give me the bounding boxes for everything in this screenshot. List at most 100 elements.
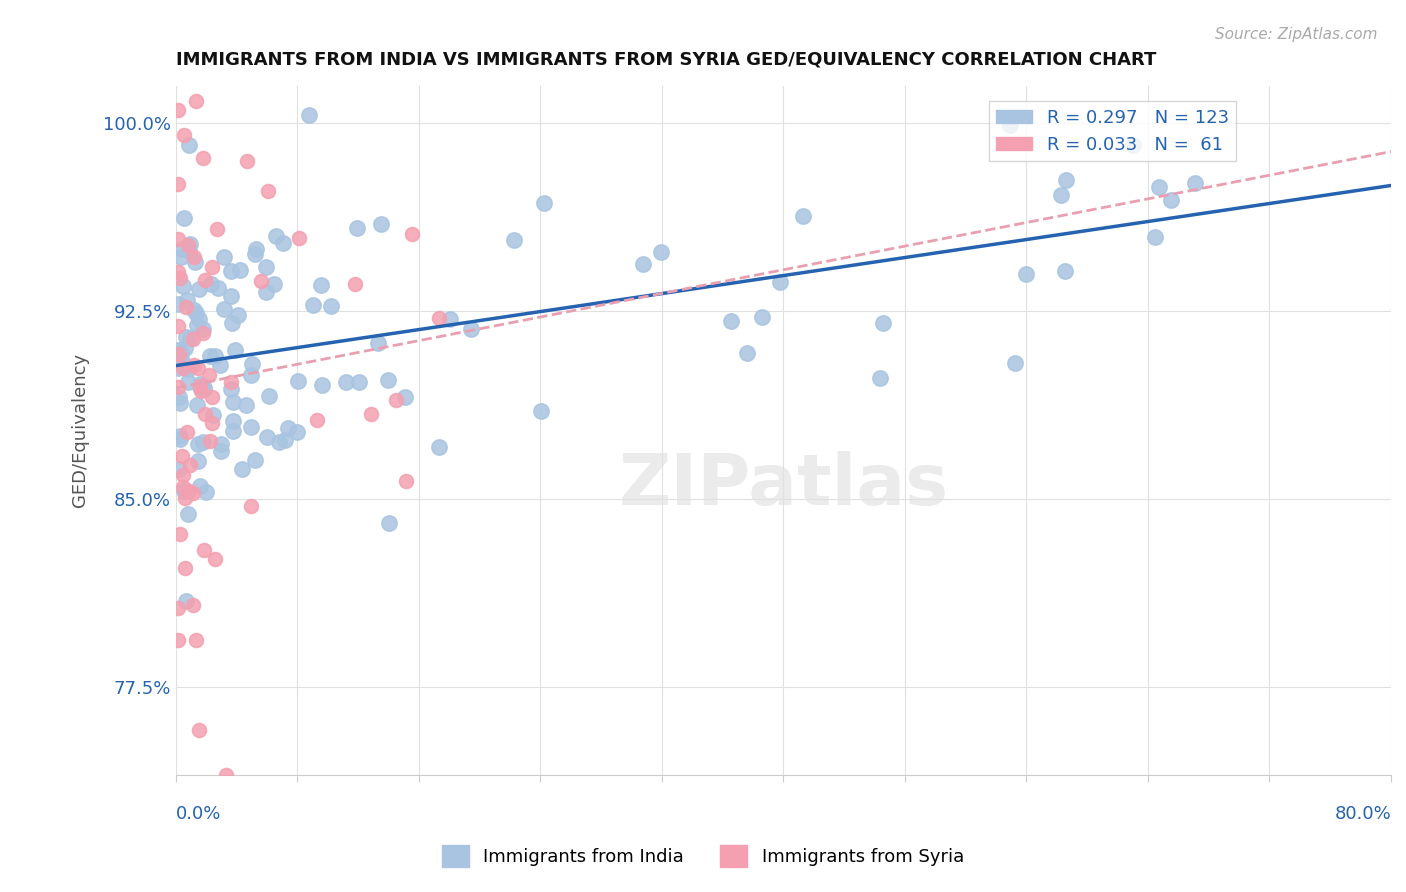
Point <box>187 437 209 451</box>
Point <box>1147 180 1170 194</box>
Point <box>1049 187 1071 202</box>
Point <box>277 421 299 435</box>
Point <box>167 462 190 476</box>
Point <box>179 330 201 344</box>
Point <box>533 196 555 211</box>
Text: 80.0%: 80.0% <box>1334 805 1391 823</box>
Point <box>186 318 208 332</box>
Point <box>245 247 267 261</box>
Point <box>367 335 389 350</box>
Point <box>174 330 197 344</box>
Point <box>343 277 366 291</box>
Point <box>201 409 224 423</box>
Point <box>221 382 243 396</box>
Point <box>176 293 198 307</box>
Point <box>235 398 257 412</box>
Point <box>200 434 222 449</box>
Point <box>191 151 214 165</box>
Point <box>172 480 194 494</box>
Point <box>222 413 245 427</box>
Point <box>167 390 190 404</box>
Text: ZIPatlas: ZIPatlas <box>619 450 949 520</box>
Point <box>191 326 214 341</box>
Point <box>166 343 188 357</box>
Point <box>174 300 197 314</box>
Point <box>240 357 263 371</box>
Point <box>212 302 235 317</box>
Point <box>360 407 382 421</box>
Point <box>1122 138 1144 153</box>
Point <box>181 332 204 346</box>
Point <box>1160 193 1182 207</box>
Point <box>204 552 226 566</box>
Point <box>221 375 243 389</box>
Point <box>998 118 1021 132</box>
Point <box>174 561 197 575</box>
Point <box>309 278 332 293</box>
Point <box>183 358 205 372</box>
Point <box>751 310 773 324</box>
Point <box>301 298 323 312</box>
Point <box>201 417 224 431</box>
Point <box>267 434 290 449</box>
Point <box>221 316 243 330</box>
Point <box>245 452 267 467</box>
Point <box>231 462 253 476</box>
Point <box>181 486 204 500</box>
Point <box>229 263 252 277</box>
Point <box>769 275 792 289</box>
Point <box>215 768 238 782</box>
Point <box>172 467 194 482</box>
Point <box>179 137 201 152</box>
Point <box>169 429 191 443</box>
Point <box>172 278 194 293</box>
Point <box>200 349 222 363</box>
Point <box>174 360 197 375</box>
Point <box>460 322 482 336</box>
Point <box>1184 176 1206 190</box>
Point <box>720 314 742 328</box>
Point <box>297 108 319 122</box>
Point <box>169 271 191 285</box>
Point <box>166 380 188 394</box>
Point <box>193 273 215 287</box>
Point <box>166 632 188 647</box>
Point <box>212 250 235 264</box>
Point <box>263 277 285 291</box>
Point <box>169 527 191 541</box>
Point <box>188 379 211 393</box>
Point <box>401 227 423 241</box>
Point <box>187 312 209 326</box>
Point <box>187 360 209 375</box>
Point <box>631 256 654 270</box>
Point <box>183 66 205 80</box>
Point <box>177 238 200 252</box>
Point <box>869 370 891 384</box>
Point <box>166 178 188 192</box>
Point <box>427 441 450 455</box>
Point <box>1054 173 1077 187</box>
Point <box>169 432 191 446</box>
Point <box>792 209 814 223</box>
Point <box>179 244 201 259</box>
Point <box>190 479 212 493</box>
Point <box>190 384 212 398</box>
Point <box>239 500 262 514</box>
Point <box>271 236 294 251</box>
Point <box>1144 230 1167 244</box>
Point <box>346 221 368 235</box>
Point <box>395 474 418 488</box>
Point <box>207 281 229 295</box>
Text: IMMIGRANTS FROM INDIA VS IMMIGRANTS FROM SYRIA GED/EQUIVALENCY CORRELATION CHART: IMMIGRANTS FROM INDIA VS IMMIGRANTS FROM… <box>176 51 1156 69</box>
Point <box>167 265 190 279</box>
Point <box>503 233 526 247</box>
Point <box>305 412 328 426</box>
Point <box>245 242 267 256</box>
Point <box>183 302 205 317</box>
Point <box>1004 356 1026 370</box>
Point <box>250 274 273 288</box>
Point <box>335 375 357 389</box>
Point <box>177 362 200 376</box>
Point <box>170 242 193 256</box>
Point <box>173 484 195 499</box>
